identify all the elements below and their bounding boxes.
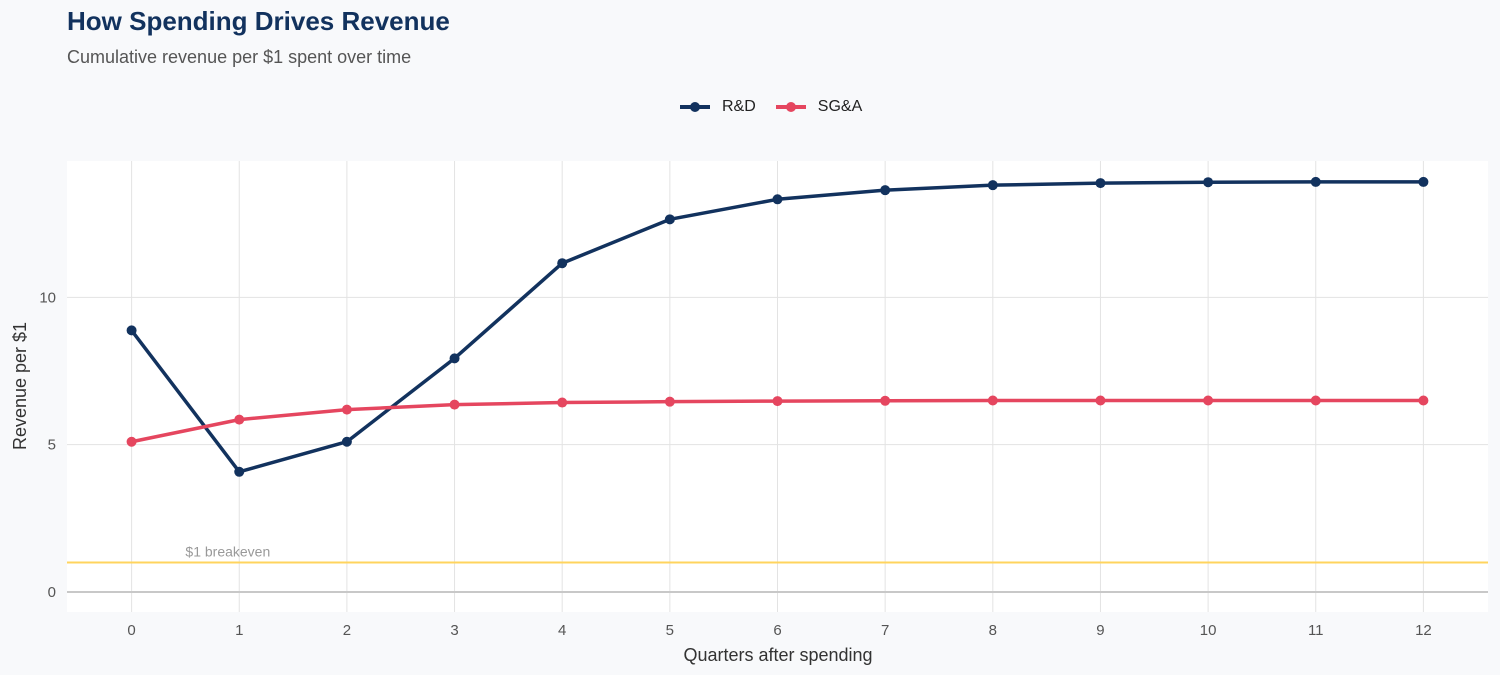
chart-subtitle: Cumulative revenue per $1 spent over tim… <box>67 47 412 67</box>
x-tick-label: 0 <box>127 622 135 639</box>
y-axis-label: Revenue per $1 <box>10 322 30 450</box>
y-tick-label: 0 <box>48 584 56 601</box>
x-tick-label: 10 <box>1200 622 1217 639</box>
data-point-sga <box>557 397 568 408</box>
x-tick-label: 9 <box>1096 622 1104 639</box>
data-point-rd <box>987 180 998 191</box>
x-tick-label: 8 <box>989 622 997 639</box>
breakeven-label: $1 breakeven <box>185 544 270 560</box>
data-point-rd <box>1418 176 1429 187</box>
x-tick-label: 1 <box>235 622 243 639</box>
data-point-sga <box>1095 395 1106 406</box>
x-tick-label: 2 <box>343 622 351 639</box>
legend-key-rd <box>680 102 710 112</box>
data-point-sga <box>880 395 891 406</box>
x-tick-label: 11 <box>1308 622 1324 639</box>
data-point-sga <box>449 399 460 410</box>
data-point-rd <box>1310 176 1321 187</box>
chart-title: How Spending Drives Revenue <box>67 6 450 36</box>
data-point-sga <box>987 395 998 406</box>
data-point-rd <box>1095 178 1106 189</box>
x-tick-label: 12 <box>1415 622 1432 639</box>
x-tick-label: 4 <box>558 622 566 639</box>
legend-key-sga <box>775 102 806 112</box>
x-tick-label: 5 <box>666 622 674 639</box>
legend: R&D SG&A <box>680 98 862 116</box>
data-point-sga <box>1203 395 1214 406</box>
legend-label-rd: R&D <box>722 98 756 115</box>
x-tick-label: 6 <box>773 622 781 639</box>
data-point-rd <box>341 436 352 447</box>
data-point-sga <box>1418 395 1429 406</box>
data-point-sga <box>126 436 137 447</box>
data-point-sga <box>664 396 675 407</box>
data-point-rd <box>772 194 783 205</box>
data-point-rd <box>664 214 675 225</box>
y-tick-label: 5 <box>48 437 56 454</box>
data-point-rd <box>234 466 245 477</box>
x-tick-label: 7 <box>881 622 889 639</box>
data-point-rd <box>880 185 891 196</box>
x-tick-label: 3 <box>450 622 458 639</box>
data-point-rd <box>557 258 568 269</box>
legend-item-sga: SG&A <box>775 98 863 116</box>
data-point-rd <box>449 353 460 364</box>
legend-label-sga: SG&A <box>817 98 863 115</box>
data-point-sga <box>234 414 245 425</box>
data-point-rd <box>126 325 137 336</box>
y-tick-label: 10 <box>39 289 56 306</box>
legend-item-rd: R&D <box>680 98 756 116</box>
x-axis-label: Quarters after spending <box>683 645 872 665</box>
data-point-sga <box>341 404 352 415</box>
data-point-sga <box>772 396 783 407</box>
data-point-sga <box>1310 395 1321 406</box>
data-point-rd <box>1203 177 1214 188</box>
